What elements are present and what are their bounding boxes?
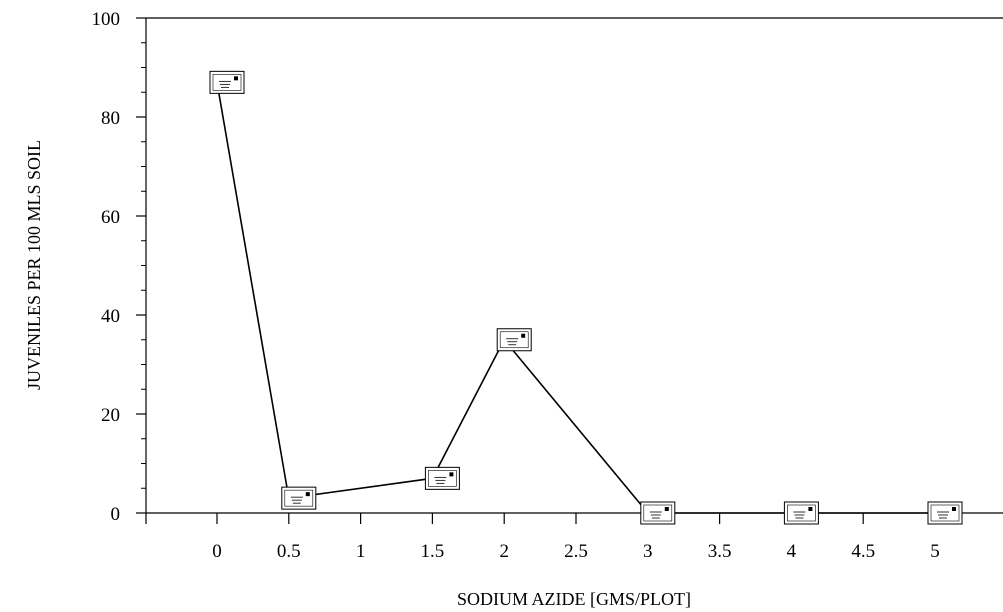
y-tick-label: 100 [92,9,121,30]
x-tick-label: 2 [499,541,509,562]
x-ticks: 0 0.5 1 1.5 2 2.5 3 3.5 4 4.5 5 [145,513,940,562]
data-point-marker [209,70,245,94]
y-tick-label: 80 [101,108,120,129]
x-tick-label: 5 [930,541,940,562]
y-axis: 0 20 40 60 80 100 [92,9,147,525]
x-axis: 0 0.5 1 1.5 2 2.5 3 3.5 4 4.5 5 [145,512,1003,562]
data-point-marker [640,501,676,525]
x-tick-label: 0.5 [277,541,301,562]
x-tick-label: 0 [212,541,222,562]
y-ticks: 0 20 40 60 80 100 [92,9,146,525]
x-tick-label: 1.5 [421,541,445,562]
data-point-marker [281,486,317,510]
y-tick-label: 60 [101,207,120,228]
x-axis-title: SODIUM AZIDE [GMS/PLOT] [457,589,691,609]
y-tick-label: 0 [111,504,121,525]
x-tick-label: 4 [787,541,797,562]
y-axis-title: JUVENILES PER 100 MLS SOIL [24,140,44,390]
x-tick-label: 3.5 [708,541,732,562]
y-tick-label: 20 [101,405,120,426]
x-tick-label: 1 [356,541,366,562]
data-point-marker [783,501,819,525]
x-tick-label: 4.5 [851,541,875,562]
series-layer [209,70,963,525]
data-point-marker [927,501,963,525]
y-tick-label: 40 [101,306,120,327]
data-point-marker [496,328,532,352]
series-line [216,82,935,514]
x-tick-label: 2.5 [564,541,588,562]
data-point-marker [424,466,460,490]
x-tick-label: 3 [643,541,653,562]
